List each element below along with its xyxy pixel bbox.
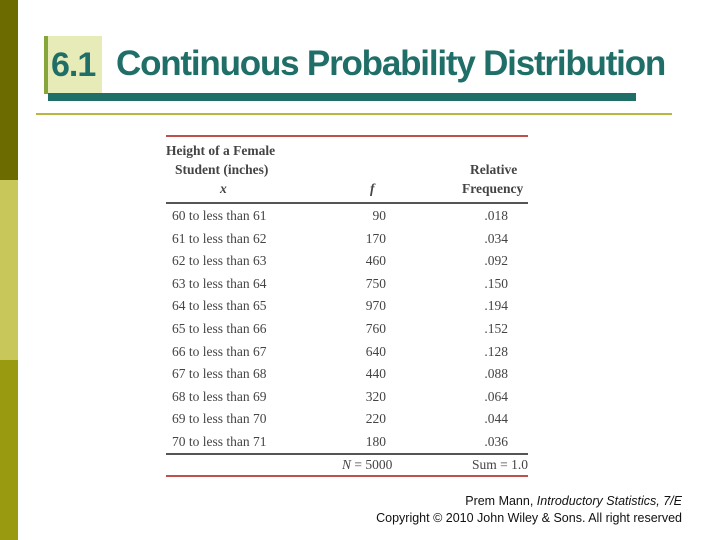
height-interval: 60 to less than 61 bbox=[172, 208, 267, 223]
height-interval: 65 to less than 66 bbox=[172, 321, 267, 336]
header-bottom-rule bbox=[166, 202, 528, 204]
citation-line: Prem Mann, Introductory Statistics, 7/E bbox=[465, 494, 682, 508]
table-top-rule bbox=[166, 135, 528, 137]
height-interval: 70 to less than 71 bbox=[172, 434, 267, 449]
relative-frequency-value: .150 bbox=[484, 275, 508, 291]
frequency-value: 760 bbox=[365, 321, 386, 336]
total-n: N = 5000 bbox=[342, 457, 392, 473]
table-bottom-rule bbox=[166, 475, 528, 477]
relative-frequency-value: .034 bbox=[484, 230, 508, 246]
title-underline bbox=[48, 93, 636, 101]
frequency-value: 970 bbox=[365, 298, 386, 314]
copyright-line: Copyright © 2010 John Wiley & Sons. All … bbox=[376, 511, 682, 525]
relative-frequency-value: .036 bbox=[484, 434, 508, 449]
sidebar-block-bottom bbox=[0, 360, 18, 540]
col1-header-var: x bbox=[220, 181, 227, 196]
relative-frequency-value: .088 bbox=[484, 366, 508, 382]
height-interval: 63 to less than 64 bbox=[172, 275, 267, 291]
height-interval: 64 to less than 65 bbox=[172, 298, 267, 314]
frequency-value: 90 bbox=[372, 208, 387, 223]
citation-author: Prem Mann, bbox=[465, 494, 537, 508]
slide-title: 6.1 Continuous Probability Distribution bbox=[44, 36, 666, 102]
height-interval: 66 to less than 67 bbox=[172, 343, 267, 359]
frequency-value: 750 bbox=[365, 275, 386, 291]
title-text: Continuous Probability Distribution bbox=[116, 44, 666, 83]
section-number: 6.1 bbox=[51, 46, 96, 84]
relative-frequency-value: .018 bbox=[484, 208, 508, 223]
total-n-value: = 5000 bbox=[351, 457, 393, 472]
citation-book: Introductory Statistics, 7/E bbox=[536, 494, 682, 508]
frequency-value: 170 bbox=[365, 230, 386, 246]
sidebar-block-top bbox=[0, 0, 18, 180]
frequency-value: 320 bbox=[365, 388, 386, 404]
height-interval: 67 to less than 68 bbox=[172, 366, 267, 382]
relative-frequency-value: .044 bbox=[484, 411, 508, 427]
height-interval: 61 to less than 62 bbox=[172, 230, 267, 246]
height-interval: 69 to less than 70 bbox=[172, 411, 267, 427]
total-n-symbol: N bbox=[342, 457, 352, 472]
col1-header-line1: Height of a Female bbox=[166, 143, 276, 158]
col3-header-line1: Relative bbox=[470, 162, 518, 177]
total-sum: Sum = 1.0 bbox=[472, 457, 528, 472]
height-interval: 62 to less than 63 bbox=[172, 253, 267, 269]
relative-frequency-value: .064 bbox=[484, 388, 508, 404]
frequency-value: 180 bbox=[365, 434, 386, 449]
relative-frequency-value: .092 bbox=[484, 253, 508, 269]
frequency-value: 220 bbox=[365, 411, 386, 427]
frequency-value: 640 bbox=[365, 343, 386, 359]
relative-frequency-value: .152 bbox=[484, 321, 508, 336]
height-interval: 68 to less than 69 bbox=[172, 388, 267, 404]
col3-header-line2: Frequency bbox=[462, 181, 524, 196]
relative-frequency-value: .128 bbox=[484, 343, 508, 359]
section-number-box: 6.1 bbox=[44, 36, 102, 94]
col2-header-var: f bbox=[370, 181, 375, 196]
frequency-value: 460 bbox=[365, 253, 386, 269]
sidebar-block-middle bbox=[0, 180, 18, 360]
header-divider bbox=[36, 113, 672, 115]
body-bottom-rule bbox=[166, 453, 528, 455]
frequency-value: 440 bbox=[365, 366, 386, 382]
col1-header-line2: Student (inches) bbox=[175, 162, 269, 177]
relative-frequency-value: .194 bbox=[484, 298, 508, 314]
